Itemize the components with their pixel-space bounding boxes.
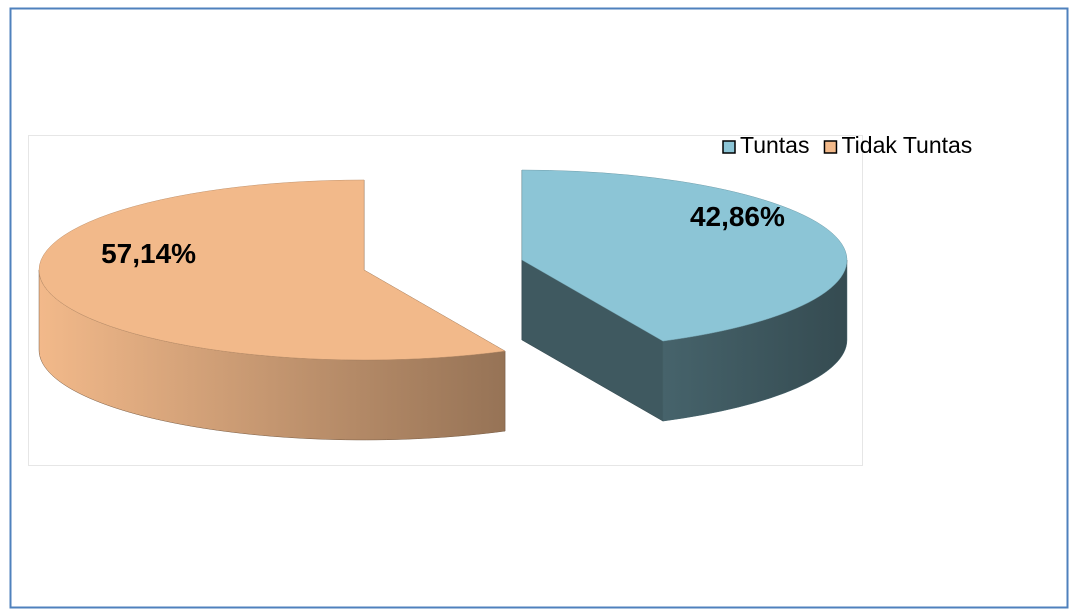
legend-swatch [722, 140, 736, 154]
slice [38, 179, 506, 441]
legend-label: Tuntas [740, 132, 809, 158]
legend-swatch [823, 140, 838, 154]
slice-top [38, 179, 506, 361]
legend-label: Tidak Tuntas [841, 132, 972, 158]
slice-top [521, 169, 848, 342]
slice [521, 169, 848, 422]
data-label: 42,86% [690, 201, 785, 232]
data-label: 57,14% [101, 238, 196, 269]
